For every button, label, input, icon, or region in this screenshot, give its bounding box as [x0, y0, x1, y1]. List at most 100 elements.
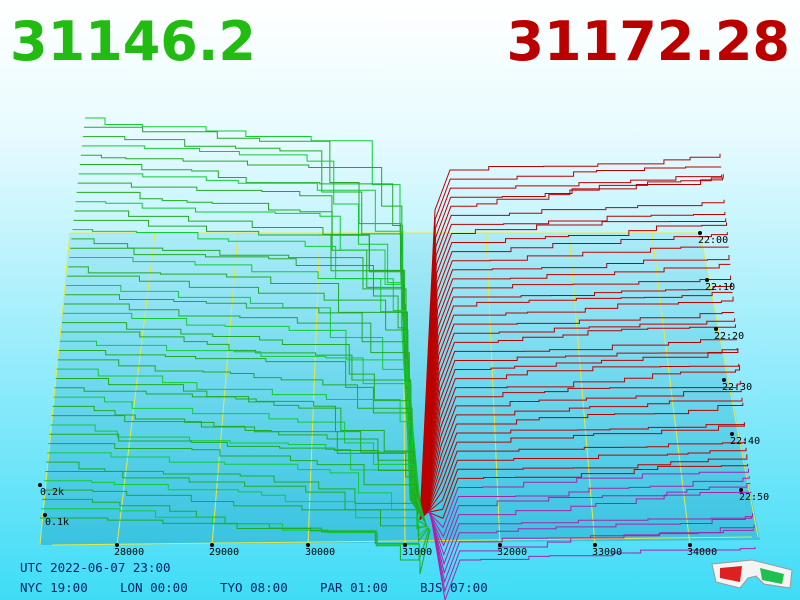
bid-line [42, 498, 430, 561]
bid-line [56, 368, 424, 519]
bid-line [70, 247, 418, 510]
bid-line [44, 480, 429, 538]
bid-line [59, 340, 422, 517]
city-time: TYO 08:00 [220, 580, 288, 595]
ask-line [425, 380, 741, 515]
bid-line [45, 470, 428, 529]
ask-line [424, 338, 737, 516]
time-tick-label: 22:30 [722, 382, 752, 393]
bid-line [78, 173, 414, 505]
bid-line [61, 322, 421, 516]
ask-line [426, 423, 745, 514]
depth-tick-dot [38, 483, 42, 487]
ask-line [422, 291, 733, 517]
price-tick-label: 28000 [114, 547, 144, 558]
ask-line [422, 275, 732, 518]
ask-line [429, 509, 756, 600]
bid-line [66, 284, 419, 513]
bid-line [58, 350, 423, 518]
ask-line [425, 365, 741, 515]
ask-line [429, 510, 755, 593]
bid-line [63, 312, 421, 515]
bid-line [46, 461, 428, 527]
price-tick-dot [115, 543, 119, 547]
ask-line [419, 174, 723, 520]
price-tick-dot [210, 543, 214, 547]
price-tick-label: 34000 [687, 547, 717, 558]
bid-price: 31146.2 [10, 10, 256, 73]
ask-line [421, 246, 729, 518]
bid-line [83, 126, 411, 501]
ask-line [423, 296, 734, 517]
depth-lines [40, 117, 756, 600]
bid-line [76, 191, 415, 506]
bid-line [43, 489, 430, 543]
bid-line [77, 182, 414, 505]
city-time: LON 00:00 [120, 580, 188, 595]
bid-line [67, 275, 419, 512]
bid-line [57, 359, 423, 519]
ask-line [423, 324, 736, 516]
ask-line [427, 454, 748, 513]
bid-line [48, 443, 427, 525]
depth-tick-label: 0.2k [40, 487, 64, 498]
ask-line [424, 348, 739, 515]
ask-line [421, 232, 728, 518]
price-tick-dot [688, 543, 692, 547]
price-tick-dot [306, 543, 310, 547]
ask-line [420, 211, 726, 519]
city-time: BJS 07:00 [420, 580, 488, 595]
bid-line [81, 145, 412, 503]
time-tick-label: 22:40 [730, 436, 760, 447]
3d-glasses-icon[interactable] [711, 559, 793, 589]
bid-line [60, 331, 422, 517]
ask-line [426, 422, 745, 514]
bid-line [50, 424, 426, 524]
time-tick-dot [714, 327, 718, 331]
bid-line [64, 303, 420, 514]
price-tick-dot [498, 543, 502, 547]
ask-line [428, 510, 754, 575]
bid-line [54, 387, 424, 521]
ask-line [420, 174, 724, 520]
time-tick-dot [722, 378, 726, 382]
city-times: NYC 19:00 LON 00:00 TYO 08:00 PAR 01:00 BJS … [20, 580, 488, 595]
bid-line [40, 517, 431, 575]
time-tick-dot [730, 432, 734, 436]
ask-line [425, 397, 743, 514]
ask-line [427, 463, 749, 520]
ask-line [427, 476, 750, 538]
ask-line [428, 491, 752, 557]
ask-line [424, 363, 740, 515]
floor [40, 233, 760, 545]
price-tick-label: 31000 [402, 547, 432, 558]
depth-tick-dot [43, 513, 47, 517]
bid-line [55, 377, 424, 520]
ask-line [426, 437, 746, 514]
time-tick-dot [705, 278, 709, 282]
ask-line [423, 318, 736, 516]
ask-line [427, 468, 749, 529]
ask-price: 31172.28 [506, 10, 790, 73]
time-tick-label: 22:10 [705, 282, 735, 293]
utc-time: UTC 2022-06-07 23:00 [20, 560, 171, 575]
ask-line [420, 199, 725, 519]
price-tick-label: 33000 [592, 547, 622, 558]
bid-line [71, 238, 417, 510]
time-tick-label: 22:00 [698, 235, 728, 246]
ask-line [426, 402, 744, 514]
time-tick-dot [698, 231, 702, 235]
bid-line [73, 219, 416, 508]
ask-line [421, 218, 727, 519]
ask-line [428, 483, 751, 547]
price-tick-label: 30000 [305, 547, 335, 558]
depth-tick-label: 0.1k [45, 517, 69, 528]
city-time: NYC 19:00 [20, 580, 88, 595]
ask-line [419, 153, 721, 521]
time-tick-label: 22:20 [714, 331, 744, 342]
bid-line [51, 415, 426, 523]
ask-line [422, 263, 731, 518]
bid-line [53, 396, 425, 522]
